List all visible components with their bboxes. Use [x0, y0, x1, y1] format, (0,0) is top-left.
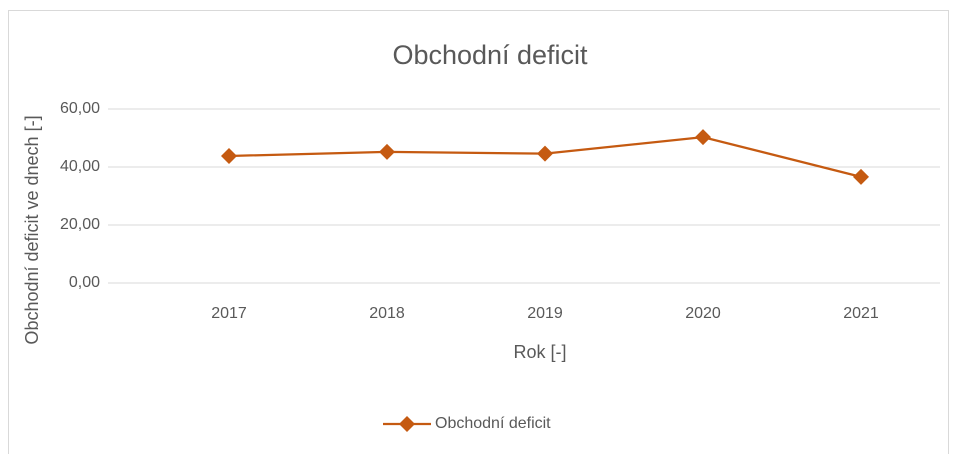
y-axis-title: Obchodní deficit ve dnech [-] — [22, 115, 42, 344]
y-tick-label: 0,00 — [69, 274, 100, 291]
legend-label: Obchodní deficit — [435, 415, 551, 432]
x-tick-label: 2020 — [685, 305, 721, 322]
y-tick-label: 20,00 — [60, 216, 100, 233]
point-marker — [221, 147, 237, 164]
x-axis-title: Rok [-] — [513, 342, 566, 362]
y-tick-label: 40,00 — [60, 158, 100, 175]
x-tick-label: 2021 — [843, 305, 879, 322]
y-tick-label: 60,00 — [60, 100, 100, 117]
legend-marker — [399, 416, 415, 432]
chart-frame — [8, 10, 949, 454]
chart-title: Obchodní deficit — [392, 40, 588, 70]
point-marker — [379, 143, 395, 160]
x-tick-label: 2018 — [369, 305, 405, 322]
point-marker — [853, 168, 869, 185]
point-marker — [537, 145, 553, 162]
x-tick-label: 2019 — [527, 305, 563, 322]
point-marker — [695, 129, 711, 146]
x-tick-label: 2017 — [211, 305, 247, 322]
